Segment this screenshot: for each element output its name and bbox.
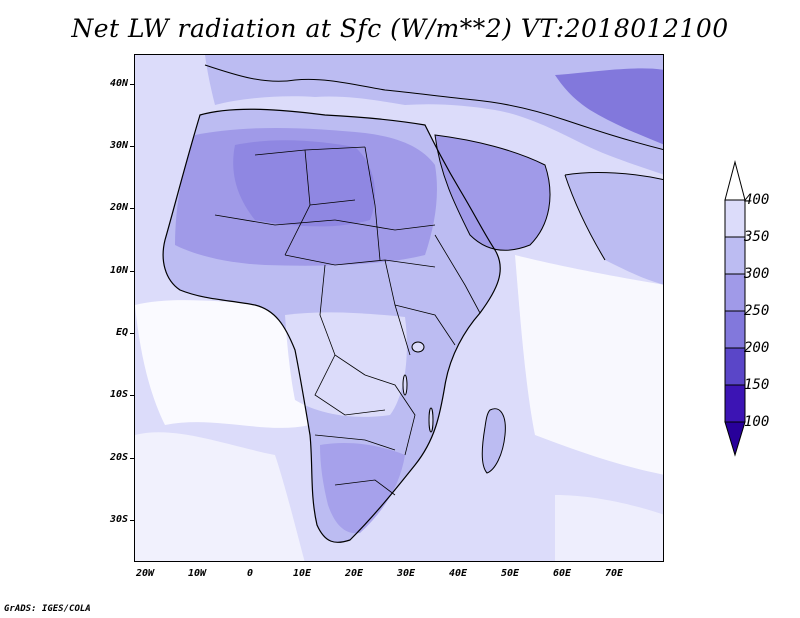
arabia-coastline	[434, 134, 551, 251]
south-atlantic-light	[135, 432, 305, 561]
lon-label-10e: 10E	[292, 568, 312, 579]
himalaya-dark	[555, 68, 663, 145]
southern-indian-light	[555, 495, 663, 561]
country-borders	[214, 146, 481, 496]
sahara-darker	[233, 140, 375, 227]
eurasia-land	[205, 55, 663, 175]
colorbar-top-arrow	[724, 160, 746, 201]
lat-tick	[130, 84, 134, 85]
south-africa-mid	[320, 443, 405, 534]
lon-label-20w: 20W	[135, 568, 155, 579]
lon-label-40e: 40E	[448, 568, 468, 579]
lat-tick	[130, 395, 134, 396]
lat-label-eq: EQ	[115, 327, 128, 338]
colorbar-label-400: 400	[744, 192, 770, 208]
colorbar-label-200: 200	[744, 340, 770, 356]
lat-label-40n: 40N	[109, 78, 128, 89]
lat-tick	[130, 333, 134, 334]
colorbar	[724, 160, 746, 457]
central-africa-light	[285, 312, 407, 417]
lon-label-20e: 20E	[344, 568, 364, 579]
africa-coastline	[162, 108, 501, 543]
colorbar-bin-250-300	[724, 273, 746, 312]
lat-label-10s: 10S	[109, 389, 128, 400]
lat-label-30n: 30N	[109, 140, 128, 151]
lat-label-20n: 20N	[109, 202, 128, 213]
colorbar-label-350: 350	[744, 229, 770, 245]
lon-label-70e: 70E	[604, 568, 624, 579]
lon-label-60e: 60E	[552, 568, 572, 579]
map-svg	[135, 55, 663, 561]
india-coastline	[564, 172, 663, 261]
lat-tick	[130, 146, 134, 147]
lon-label-50e: 50E	[500, 568, 520, 579]
colorbar-bin-350-400	[724, 199, 746, 238]
colorbar-bin-200-250	[724, 310, 746, 349]
lat-label-20s: 20S	[109, 452, 128, 463]
lon-label-0: 0	[246, 568, 254, 579]
indian-ocean-light	[515, 255, 663, 475]
colorbar-label-150: 150	[744, 377, 770, 393]
europe-coastline	[204, 64, 663, 151]
lat-label-30s: 30S	[109, 514, 128, 525]
colorbar-bin-300-350	[724, 236, 746, 275]
lat-tick	[130, 458, 134, 459]
colorbar-bin-150-200	[724, 347, 746, 386]
lat-label-10n: 10N	[109, 265, 128, 276]
chart-title: Net LW radiation at Sfc (W/m**2) VT:2018…	[71, 14, 729, 43]
grads-credit: GrADS: IGES/COLA	[4, 604, 91, 614]
map-frame	[134, 54, 664, 562]
lat-tick	[130, 271, 134, 272]
colorbar-bottom-arrow	[724, 421, 746, 457]
colorbar-bin-100-150	[724, 384, 746, 423]
african-lakes	[402, 341, 434, 433]
lat-tick	[130, 208, 134, 209]
lat-tick	[130, 520, 134, 521]
lon-label-30e: 30E	[396, 568, 416, 579]
madagascar-land	[481, 408, 506, 474]
colorbar-label-250: 250	[744, 303, 770, 319]
tropical-atlantic-light	[135, 300, 310, 428]
india-land	[565, 172, 663, 285]
lon-label-10w: 10W	[187, 568, 207, 579]
colorbar-label-100: 100	[744, 414, 770, 430]
colorbar-label-300: 300	[744, 266, 770, 282]
